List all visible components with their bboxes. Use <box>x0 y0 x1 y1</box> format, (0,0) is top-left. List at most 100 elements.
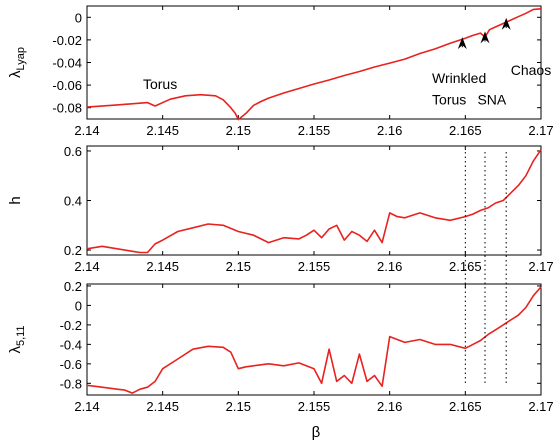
y-tick-label: 0.6 <box>64 144 82 159</box>
data-point <box>525 307 526 308</box>
x-tick-label: 2.16 <box>377 399 402 414</box>
data-point <box>329 79 330 80</box>
x-tick-label: 2.16 <box>377 259 402 274</box>
data-point <box>480 33 481 34</box>
data-point <box>223 347 224 348</box>
data-point <box>480 340 481 341</box>
data-point <box>518 16 519 17</box>
data-point <box>132 392 133 393</box>
data-point <box>132 251 133 252</box>
data-point <box>518 185 519 186</box>
data-point <box>253 235 254 236</box>
data-point <box>359 354 360 355</box>
data-point <box>155 243 156 244</box>
data-point <box>245 366 246 367</box>
panels: 2.14 2.145 2.15 2.155 2.16 2.165 2.17 0 -0.02 -0.… <box>7 5 554 414</box>
axes-frame <box>86 283 542 396</box>
data-point <box>306 235 307 236</box>
data-point <box>313 83 314 84</box>
data-point <box>344 75 345 76</box>
data-point <box>480 210 481 211</box>
data-point <box>359 235 360 236</box>
data-point <box>382 242 383 243</box>
data-point <box>238 231 239 232</box>
data-point <box>268 242 269 243</box>
annotation-arrow-head <box>480 31 490 44</box>
data-point <box>117 248 118 249</box>
data-point <box>336 225 337 226</box>
data-point <box>489 29 490 30</box>
data-point <box>185 95 186 96</box>
y-axis-label-main: λ <box>7 70 24 78</box>
data-point <box>374 66 375 67</box>
y-axis-label-main: λ <box>7 346 24 354</box>
y-axis-label: λ5,11 <box>7 325 27 353</box>
data-point <box>268 363 269 364</box>
data-point <box>147 102 148 103</box>
data-point <box>336 381 337 382</box>
x-tick-label: 2.17 <box>528 123 553 138</box>
data-point <box>177 231 178 232</box>
data-point <box>162 368 163 369</box>
x-tick-label: 2.14 <box>74 259 99 274</box>
data-point <box>139 252 140 253</box>
data-point <box>404 217 405 218</box>
data-point <box>450 43 451 44</box>
data-point <box>223 99 224 100</box>
x-axis-label: β <box>312 424 321 441</box>
data-point <box>518 315 519 316</box>
data-point <box>223 225 224 226</box>
x-tick-label: 2.17 <box>528 259 553 274</box>
data-point <box>298 238 299 239</box>
data-point <box>533 9 534 10</box>
data-point <box>351 231 352 232</box>
panel-middle: 2.14 2.145 2.15 2.155 2.16 2.165 2.17 0.2 0.4 0.6… <box>7 144 554 274</box>
data-point <box>329 349 330 350</box>
y-tick-label: -0.08 <box>52 101 82 116</box>
annotation-text: Chaos <box>511 62 551 78</box>
data-point <box>503 324 504 325</box>
data-point <box>465 348 466 349</box>
data-point <box>117 389 118 390</box>
data-point <box>510 20 511 21</box>
data-point <box>253 365 254 366</box>
series-line-bottom <box>86 286 542 394</box>
y-tick-label: -0.2 <box>60 318 82 333</box>
data-point <box>260 101 261 102</box>
data-point <box>495 26 496 27</box>
x-tick-label: 2.145 <box>146 399 179 414</box>
data-point <box>329 228 330 229</box>
x-tick-label: 2.15 <box>226 259 251 274</box>
data-point <box>525 13 526 14</box>
data-point <box>102 246 103 247</box>
annotation-text: Wrinkled <box>432 70 486 86</box>
data-point <box>487 207 488 208</box>
data-point <box>283 237 284 238</box>
data-point <box>503 200 504 201</box>
data-point <box>155 105 156 106</box>
panel-top: 2.14 2.145 2.15 2.155 2.16 2.165 2.17 0 -0.02 -0.… <box>7 5 554 138</box>
x-tick-label: 2.14 <box>74 123 99 138</box>
data-point <box>245 113 246 114</box>
data-point <box>147 387 148 388</box>
data-point <box>510 319 511 320</box>
data-point <box>366 241 367 242</box>
data-point <box>313 230 314 231</box>
data-point <box>495 202 496 203</box>
data-point <box>170 99 171 100</box>
data-point <box>503 23 504 24</box>
data-point <box>344 240 345 241</box>
annotation-text: Torus <box>143 76 177 92</box>
data-point <box>192 227 193 228</box>
data-point <box>397 216 398 217</box>
x-tick-label: 2.165 <box>449 259 482 274</box>
data-point <box>359 71 360 72</box>
data-point <box>102 387 103 388</box>
data-point <box>86 248 87 249</box>
data-point <box>382 386 383 387</box>
y-tick-label: 0.4 <box>64 194 82 209</box>
y-tick-label: -0.6 <box>60 357 82 372</box>
x-tick-label: 2.17 <box>528 399 553 414</box>
annotation-arrow-head <box>501 17 511 30</box>
